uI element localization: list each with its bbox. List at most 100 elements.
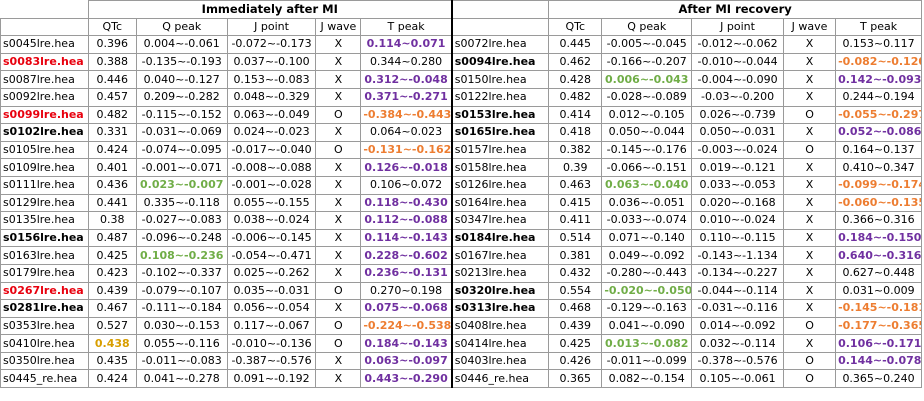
- t-peak-cell: 0.153~0.117: [835, 35, 922, 54]
- j-wave-cell: X: [315, 246, 362, 265]
- file-cell: s0156lre.hea: [0, 228, 89, 248]
- header-blank-2: [451, 0, 549, 19]
- j-wave-cell: X: [315, 35, 362, 54]
- qtc-cell: 0.438: [87, 334, 137, 353]
- column-header-j-point-2: J point: [691, 17, 785, 37]
- q-peak-cell: 0.041~-0.278: [135, 369, 228, 389]
- file-cell: s0414lre.hea: [451, 334, 550, 353]
- q-peak-cell: 0.063~-0.040: [601, 175, 693, 195]
- j-point-cell: -0.054~-0.471: [226, 246, 317, 265]
- j-wave-cell: O: [783, 105, 837, 125]
- qtc-cell: 0.388: [87, 52, 137, 72]
- t-peak-cell: 0.312~-0.048: [360, 70, 453, 89]
- file-cell: s0135lre.hea: [0, 211, 89, 230]
- file-cell: s0150lre.hea: [451, 70, 550, 89]
- t-peak-cell: 0.063~-0.097: [360, 351, 453, 371]
- q-peak-cell: -0.096~-0.248: [135, 228, 228, 248]
- qtc-cell: 0.415: [548, 193, 603, 213]
- column-header-row: QTc Q peak J point J wave T peak QTc Q p…: [0, 17, 922, 37]
- j-point-cell: -0.134~-0.227: [691, 263, 785, 283]
- table-row: s0105lre.hea 0.424 -0.074~-0.095 -0.017~-0.…: [0, 140, 922, 160]
- j-point-cell: 0.019~-0.121: [691, 158, 785, 177]
- j-point-cell: 0.055~-0.155: [226, 193, 317, 213]
- q-peak-cell: -0.111~-0.184: [135, 299, 228, 318]
- file-cell: s0353lre.hea: [0, 316, 89, 336]
- group-header-row: Immediately after MI After MI recovery: [0, 0, 922, 19]
- q-peak-cell: -0.020~-0.050: [601, 281, 693, 301]
- column-header-q-peak: Q peak: [135, 17, 228, 37]
- file-cell: s0179lre.hea: [0, 263, 89, 283]
- j-wave-cell: O: [783, 351, 837, 371]
- j-wave-cell: X: [315, 123, 362, 142]
- qtc-cell: 0.554: [548, 281, 603, 301]
- qtc-cell: 0.487: [87, 228, 137, 248]
- j-point-cell: 0.024~-0.023: [226, 123, 317, 142]
- qtc-cell: 0.401: [87, 158, 137, 177]
- qtc-cell: 0.435: [87, 351, 137, 371]
- file-cell: s0164lre.hea: [451, 193, 550, 213]
- q-peak-cell: 0.006~-0.043: [601, 70, 693, 89]
- j-wave-cell: O: [315, 316, 362, 336]
- file-cell: s0102lre.hea: [0, 123, 89, 142]
- t-peak-cell: 0.031~0.009: [835, 281, 922, 301]
- j-wave-cell: O: [315, 334, 362, 353]
- q-peak-cell: 0.049~-0.092: [601, 246, 693, 265]
- t-peak-cell: 0.164~0.137: [835, 140, 922, 160]
- q-peak-cell: 0.030~-0.153: [135, 316, 228, 336]
- file-cell: s0105lre.hea: [0, 140, 89, 160]
- j-wave-cell: O: [783, 369, 837, 389]
- j-wave-cell: X: [315, 351, 362, 371]
- q-peak-cell: 0.071~-0.140: [601, 228, 693, 248]
- j-point-cell: 0.056~-0.054: [226, 299, 317, 318]
- t-peak-cell: -0.055~-0.297: [835, 105, 922, 125]
- file-cell: s0320lre.hea: [451, 281, 550, 301]
- q-peak-cell: 0.036~-0.051: [601, 193, 693, 213]
- table-row: s0445_re.hea 0.424 0.041~-0.278 0.091~-0.19…: [0, 369, 922, 389]
- q-peak-cell: 0.055~-0.116: [135, 334, 228, 353]
- q-peak-cell: -0.011~-0.099: [601, 351, 693, 371]
- t-peak-cell: 0.270~0.198: [360, 281, 453, 301]
- qtc-cell: 0.414: [548, 105, 603, 125]
- j-wave-cell: O: [315, 105, 362, 125]
- j-point-cell: -0.001~-0.028: [226, 175, 317, 195]
- t-peak-cell: 0.443~-0.290: [360, 369, 453, 389]
- j-point-cell: -0.072~-0.173: [226, 35, 317, 54]
- q-peak-cell: 0.040~-0.127: [135, 70, 228, 89]
- table-row: s0111lre.hea 0.436 0.023~-0.007 -0.001~-0.0…: [0, 175, 922, 195]
- t-peak-cell: 0.114~0.071: [360, 35, 453, 54]
- file-cell: s0165lre.hea: [451, 123, 550, 142]
- j-wave-cell: X: [315, 299, 362, 318]
- t-peak-cell: 0.112~-0.088: [360, 211, 453, 230]
- file-cell: s0313lre.hea: [451, 299, 550, 318]
- qtc-cell: 0.38: [87, 211, 137, 230]
- j-wave-cell: X: [315, 158, 362, 177]
- qtc-cell: 0.39: [548, 158, 603, 177]
- t-peak-cell: 0.114~-0.143: [360, 228, 453, 248]
- qtc-cell: 0.468: [548, 299, 603, 318]
- file-cell: s0408lre.hea: [451, 316, 550, 336]
- t-peak-cell: 0.118~-0.430: [360, 193, 453, 213]
- table-row: s0092lre.hea 0.457 0.209~-0.282 0.048~-0.32…: [0, 87, 922, 107]
- t-peak-cell: -0.384~-0.443: [360, 105, 453, 125]
- q-peak-cell: -0.079~-0.107: [135, 281, 228, 301]
- file-cell: s0153lre.hea: [451, 105, 550, 125]
- file-cell: s0410lre.hea: [0, 334, 89, 353]
- j-wave-cell: X: [315, 70, 362, 89]
- qtc-cell: 0.436: [87, 175, 137, 195]
- q-peak-cell: -0.115~-0.152: [135, 105, 228, 125]
- q-peak-cell: 0.004~-0.061: [135, 35, 228, 54]
- table-row: s0163lre.hea 0.425 0.108~-0.236 -0.054~-0.4…: [0, 246, 922, 265]
- table-body: s0045lre.hea 0.396 0.004~-0.061 -0.072~-0.1…: [0, 35, 922, 389]
- j-point-cell: 0.010~-0.024: [691, 211, 785, 230]
- ecg-comparison-table: Immediately after MI After MI recovery Q…: [0, 0, 922, 389]
- t-peak-cell: 0.184~-0.150: [835, 228, 922, 248]
- t-peak-cell: -0.131~-0.162: [360, 140, 453, 160]
- j-point-cell: 0.037~-0.100: [226, 52, 317, 72]
- q-peak-cell: 0.023~-0.007: [135, 175, 228, 195]
- j-wave-cell: O: [315, 281, 362, 301]
- file-cell: s0446_re.hea: [451, 369, 550, 389]
- j-point-cell: -0.010~-0.044: [691, 52, 785, 72]
- j-point-cell: 0.153~-0.083: [226, 70, 317, 89]
- qtc-cell: 0.462: [548, 52, 603, 72]
- t-peak-cell: -0.224~-0.538: [360, 316, 453, 336]
